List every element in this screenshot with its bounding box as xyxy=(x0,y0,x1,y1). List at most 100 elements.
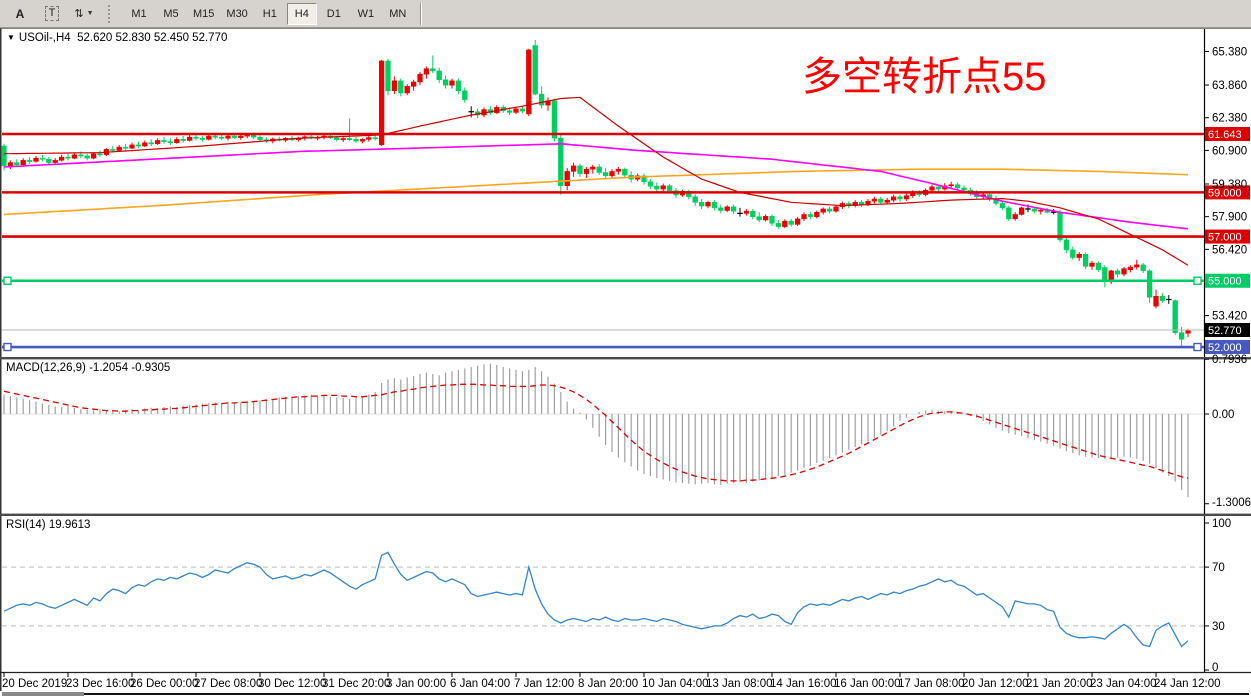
price-tick-label: 60.900 xyxy=(1212,145,1247,157)
timeframe-button-m15[interactable]: M15 xyxy=(193,7,215,20)
hline-61.643[interactable]: 61.643 xyxy=(2,127,1250,141)
price-badge xyxy=(1205,127,1250,141)
date-tick-label: 31 Dec 20:00 xyxy=(322,678,390,690)
timeframe-button-group: M1 M5 M15 M30 H1 H4 D1 W1 MN xyxy=(123,2,414,25)
date-tick-label: 20 Dec 2019 xyxy=(2,678,67,690)
horizontal-scrollbar-track xyxy=(84,693,1249,695)
timeframe-button-h1[interactable]: H1 xyxy=(262,7,277,20)
price-badge xyxy=(1205,273,1250,288)
svg-text:52.770: 52.770 xyxy=(1208,325,1242,337)
price-tick-label: 59.380 xyxy=(1212,179,1247,191)
text-label-tool-icon: A xyxy=(15,6,25,21)
date-tick-label: 17 Jan 08:00 xyxy=(898,678,965,690)
timeframe-button-m1[interactable]: M1 xyxy=(131,7,147,20)
timeframe-button-w1[interactable]: W1 xyxy=(357,7,375,20)
timeframe-button-m5[interactable]: M5 xyxy=(163,7,179,20)
date-tick-label: 26 Dec 00:00 xyxy=(130,678,198,690)
date-tick-label: 14 Jan 16:00 xyxy=(770,678,837,690)
horizontal-scrollbar-thumb[interactable] xyxy=(2,692,84,696)
price-badge xyxy=(1205,229,1250,244)
svg-text:57.000: 57.000 xyxy=(1208,232,1242,244)
hline-59.000[interactable]: 59.000 xyxy=(2,185,1250,200)
drawing-tool-group: A T ⇅ ▼ xyxy=(4,3,100,25)
macd-tick-label: -1.3006 xyxy=(1212,497,1251,509)
chevron-down-icon[interactable]: ▼ xyxy=(86,10,94,17)
macd-values: -1.2054 -0.9305 xyxy=(89,362,171,374)
svg-text:52.000: 52.000 xyxy=(1208,342,1242,354)
chart-annotation-text[interactable]: 多空转折点55 xyxy=(802,55,1047,99)
text-box-tool-icon: T xyxy=(44,6,60,21)
timeframe-button-mn[interactable]: MN xyxy=(389,7,407,20)
price-tick-label: 63.860 xyxy=(1212,80,1247,92)
cursor-arrange-tool-icon: ⇅ xyxy=(74,8,84,20)
ma-fast-red-line xyxy=(4,96,1189,266)
symbol-dropdown-triangle-icon[interactable]: ▼ xyxy=(7,33,15,42)
macd-indicator-label: MACD(12,26,9) -1.2054 -0.9305 xyxy=(6,362,170,374)
svg-text:59.000: 59.000 xyxy=(1208,187,1242,199)
price-tick-label: 57.900 xyxy=(1212,212,1247,224)
rsi-panel[interactable] xyxy=(2,551,1204,648)
ma-mid-magenta-line xyxy=(3,142,1189,230)
date-tick-label: 27 Dec 08:00 xyxy=(194,678,262,690)
line-handle xyxy=(3,342,12,352)
macd-tick-label: 0.00 xyxy=(1212,409,1234,421)
price-badge xyxy=(1205,340,1250,355)
macd-panel[interactable] xyxy=(2,363,1204,498)
date-tick-label: 13 Jan 08:00 xyxy=(706,678,773,690)
price-badge xyxy=(1205,185,1250,200)
rsi-line xyxy=(3,551,1189,648)
date-tick-label: 7 Jan 12:00 xyxy=(514,678,574,690)
main-price-panel[interactable]: 61.643 59.000 57.000 55.000 52.770 52.000 xyxy=(1,39,1250,355)
rsi-tick-label: 0 xyxy=(1212,662,1218,674)
line-handle xyxy=(3,276,12,285)
date-tick-label: 10 Jan 04:00 xyxy=(642,678,709,690)
rsi-tick-label: 30 xyxy=(1212,621,1225,633)
timeframe-button-m30[interactable]: M30 xyxy=(226,7,248,20)
macd-tick-label: 0.7936 xyxy=(1212,354,1247,366)
chart-title[interactable]: ▼ USOil-,H4 52.620 52.830 52.450 52.770 xyxy=(7,32,227,44)
rsi-tick-label: 100 xyxy=(1212,518,1231,530)
rsi-indicator-label: RSI(14) 19.9613 xyxy=(6,519,90,531)
price-tick-label: 53.420 xyxy=(1212,311,1247,323)
price-tick-label: 65.380 xyxy=(1212,46,1247,58)
timeframe-button-h4[interactable]: H4 xyxy=(286,2,317,25)
hline-55.000[interactable]: 55.000 xyxy=(2,273,1250,288)
date-tick-label: 6 Jan 04:00 xyxy=(450,678,510,690)
rsi-tick-label: 70 xyxy=(1212,562,1225,574)
line-handle xyxy=(1193,342,1202,352)
hline-52.000[interactable]: 52.000 xyxy=(2,340,1250,355)
date-tick-label: 21 Jan 20:00 xyxy=(1026,678,1093,690)
toolbar-separator xyxy=(419,2,422,25)
text-box-tool-button[interactable]: T xyxy=(37,3,67,25)
toolbar-drag-handle[interactable] xyxy=(108,4,113,23)
date-tick-label: 8 Jan 20:00 xyxy=(578,678,638,690)
date-tick-label: 24 Jan 12:00 xyxy=(1154,678,1221,690)
date-tick-label: 3 Jan 00:00 xyxy=(386,678,446,690)
date-tick-label: 20 Jan 12:00 xyxy=(962,678,1029,690)
hline-52.770[interactable]: 52.770 xyxy=(2,323,1250,338)
price-tick-label: 62.380 xyxy=(1212,113,1247,125)
text-label-tool-button[interactable]: A xyxy=(5,3,35,25)
date-tick-label: 16 Jan 00:00 xyxy=(834,678,901,690)
price-tick-label: 56.420 xyxy=(1212,244,1247,256)
svg-text:55.000: 55.000 xyxy=(1208,276,1242,288)
macd-name: MACD(12,26,9) xyxy=(6,362,86,374)
hline-57.000[interactable]: 57.000 xyxy=(2,229,1250,244)
panel-separator-macd-rsi xyxy=(0,513,1251,516)
line-handle xyxy=(1193,276,1202,285)
date-tick-label: 30 Dec 12:00 xyxy=(258,678,326,690)
ma-slow-orange-line xyxy=(3,168,1189,216)
macd-histogram xyxy=(3,363,1189,498)
cursor-arrange-tool-button[interactable]: ⇅ ▼ xyxy=(69,3,99,25)
macd-signal-line xyxy=(3,383,1189,482)
ohlc-values: 52.620 52.830 52.450 52.770 xyxy=(77,32,228,44)
date-tick-label: 23 Dec 16:00 xyxy=(66,678,134,690)
timeframe-button-d1[interactable]: D1 xyxy=(326,7,341,20)
rsi-value: 19.9613 xyxy=(48,519,91,531)
svg-text:61.643: 61.643 xyxy=(1208,129,1242,141)
toolbar: A T ⇅ ▼ M1 M5 M15 M30 H1 H4 D1 W1 MN xyxy=(0,0,1251,28)
symbol-timeframe-label: USOil-,H4 xyxy=(18,32,71,44)
